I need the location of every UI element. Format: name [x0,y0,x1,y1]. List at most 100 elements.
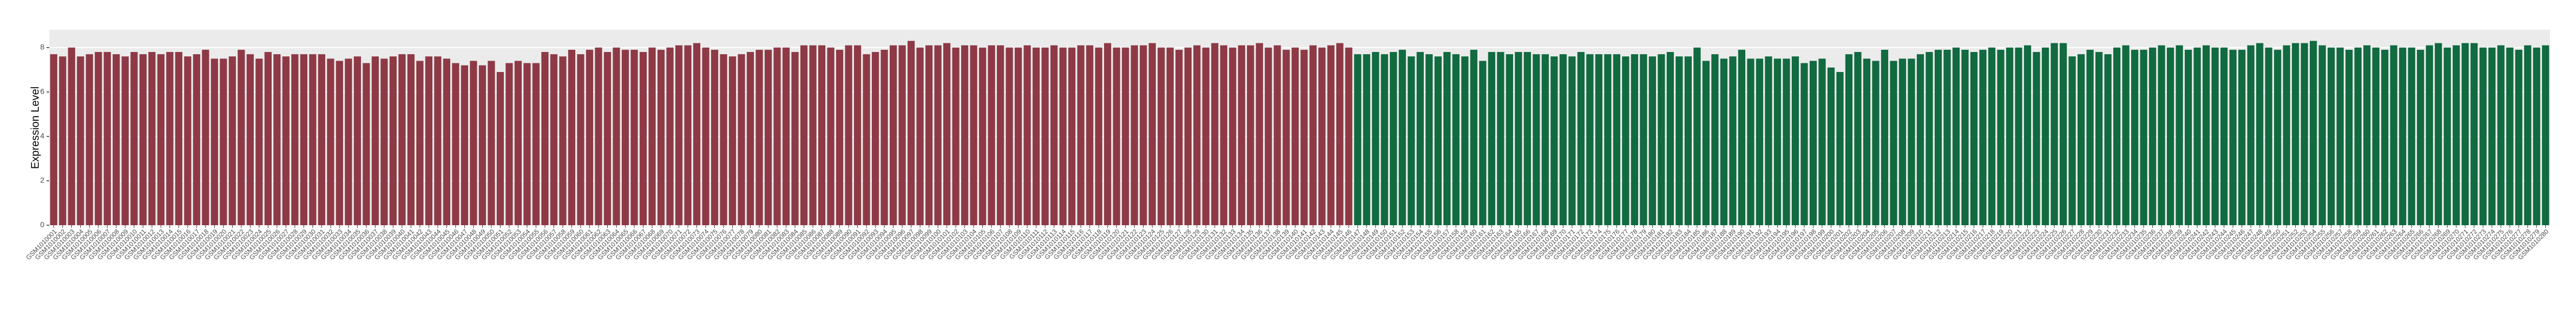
bar [2068,56,2076,226]
bar [470,61,477,225]
bar [318,54,325,225]
bar [336,61,343,225]
bar [1309,45,1317,225]
bar [2318,45,2326,225]
bar [889,45,897,225]
bar [621,49,629,225]
bar [871,52,879,225]
bar [1997,49,2005,225]
bar [2345,49,2353,225]
bar [845,45,852,225]
bar [478,65,487,226]
bar [1506,54,1513,225]
bar [2488,47,2496,226]
bar [2176,45,2183,225]
bar [220,58,227,226]
bar [2140,49,2147,225]
bar [1809,61,1817,225]
bar [148,52,156,225]
bar [2122,45,2130,225]
bar [1872,61,1880,225]
bar [416,61,424,225]
bar [452,63,459,225]
bar [1175,49,1183,225]
bar [1702,61,1710,225]
bar [1970,52,1978,225]
bar [1890,61,1897,225]
bar [1050,45,1058,225]
bar [979,47,987,226]
bar [2185,49,2192,225]
bar [1595,54,1602,225]
bar [720,54,727,225]
bar [488,61,495,225]
bar [2041,47,2049,226]
bar [836,49,844,225]
bar [2131,49,2139,225]
bar [2417,49,2424,225]
y-tick-label: 8 [40,43,44,51]
bar [1211,43,1219,225]
bar [746,52,754,225]
bar [1291,47,1299,226]
bar [603,52,612,225]
bar [2220,47,2228,226]
y-tick-label: 2 [40,176,44,185]
bar [95,52,102,225]
bar [1122,47,1129,226]
bar [246,54,254,225]
bar [738,54,745,225]
bar [202,49,209,225]
bar [228,56,236,226]
bar [2051,43,2058,225]
bar [1354,54,1362,225]
bar [1952,47,1960,226]
bar [1470,49,1477,225]
bar [2274,49,2282,225]
bar [595,47,602,226]
bar [1408,56,1415,226]
bar [1845,54,1853,225]
bar [2399,47,2407,226]
bar [2381,49,2389,225]
bar [728,56,737,226]
bar [1559,54,1567,225]
bar [327,58,334,226]
y-axis-label: Expression Level [29,87,41,169]
bar [925,45,933,225]
bar [1756,58,1764,226]
bar [1577,52,1585,225]
bar [898,45,906,225]
bar [1961,49,1969,225]
bar [1693,47,1701,226]
bar [1836,71,1844,225]
bar [461,65,469,226]
bar [2426,45,2433,225]
bar [577,54,584,225]
bar [1041,47,1049,226]
bar [86,54,93,225]
bar [2390,45,2397,225]
bar [961,45,969,225]
bar [1461,56,1469,226]
bar [1863,58,1871,226]
bar [2301,43,2308,225]
bar [2363,45,2371,225]
bar [363,63,370,225]
bar [559,56,567,226]
bar [1908,58,1915,226]
bar [371,56,379,226]
bar [1023,45,1031,225]
bar [1541,54,1549,225]
bar [1166,47,1174,226]
bar [2310,41,2317,226]
bar [1425,54,1433,225]
bar [2497,45,2505,225]
bar [1568,56,1576,226]
bar [1818,58,1826,226]
bar [1256,43,1263,225]
bar [1675,56,1683,226]
bar [2148,47,2157,226]
bar [1184,47,1192,226]
